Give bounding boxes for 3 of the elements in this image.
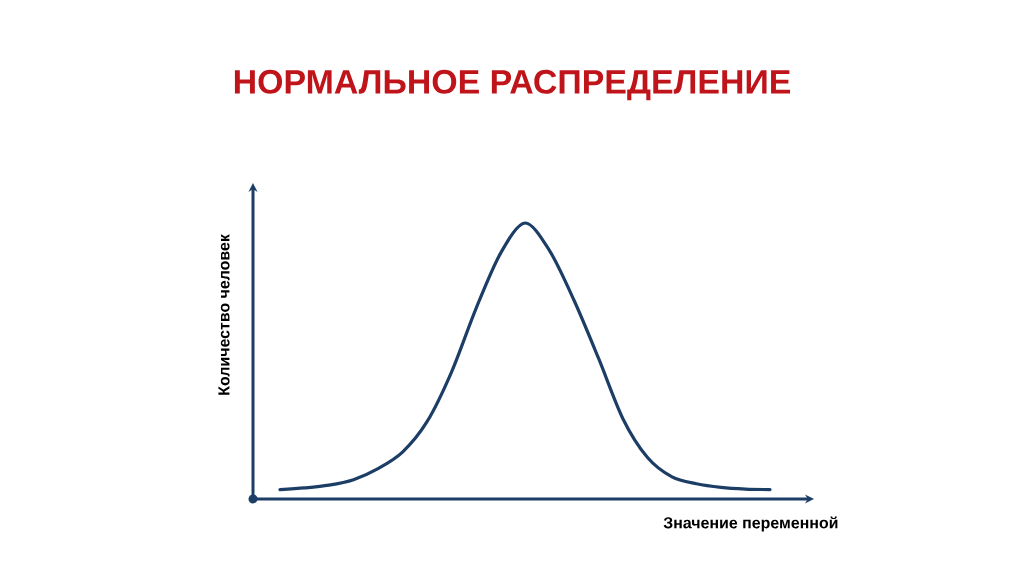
chart-title: НОРМАЛЬНОЕ РАСПРЕДЕЛЕНИЕ: [234, 69, 791, 101]
x-axis-title: Значение переменной: [663, 516, 838, 532]
y-axis-title: Количество человек: [218, 234, 230, 395]
